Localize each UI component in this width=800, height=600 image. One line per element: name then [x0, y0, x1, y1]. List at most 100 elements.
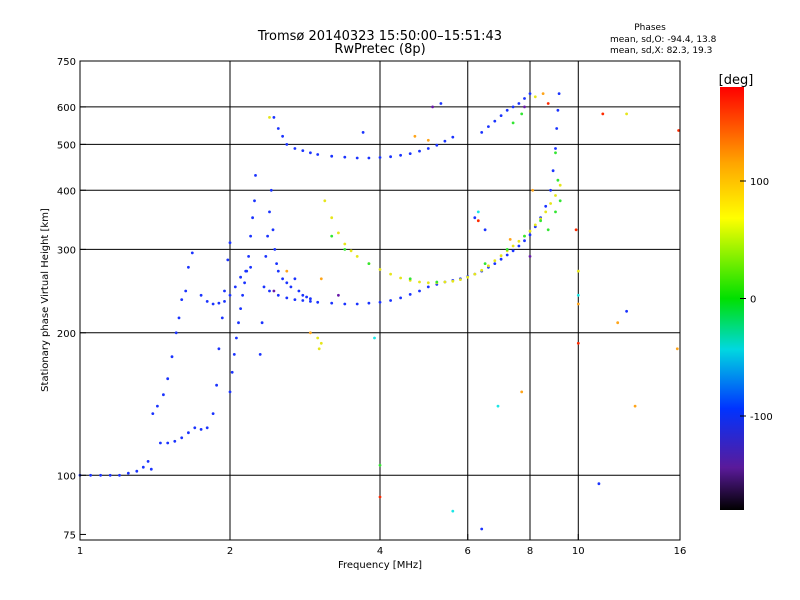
- data-point: [281, 134, 284, 138]
- data-point: [217, 347, 221, 351]
- data-point: [439, 102, 443, 105]
- data-point: [316, 153, 320, 156]
- data-point: [554, 151, 557, 155]
- data-point: [126, 471, 130, 475]
- data-point: [520, 112, 524, 116]
- data-point: [235, 336, 238, 340]
- data-point: [262, 285, 266, 289]
- data-point: [187, 431, 190, 435]
- data-point: [451, 279, 455, 283]
- data-point: [517, 244, 521, 248]
- data-point: [551, 169, 555, 173]
- data-point: [378, 300, 382, 304]
- data-point: [480, 268, 484, 272]
- data-point: [533, 223, 537, 227]
- data-point: [245, 269, 249, 273]
- data-point: [378, 495, 382, 499]
- colorbar-tick-label: -100: [750, 412, 773, 423]
- data-point: [337, 231, 340, 235]
- chart-title: Tromsø 20140323 15:50:00–15:51:43: [257, 29, 502, 44]
- data-point: [247, 255, 251, 258]
- data-point: [533, 95, 537, 99]
- data-point: [493, 259, 497, 263]
- data-point: [408, 293, 412, 296]
- stats-heading: Phases: [634, 23, 666, 33]
- data-point: [319, 277, 323, 281]
- data-point: [544, 204, 548, 208]
- x-tick-label: 6: [465, 546, 471, 557]
- data-point: [378, 463, 382, 467]
- data-point: [496, 404, 500, 408]
- data-point: [476, 210, 480, 214]
- data-point: [217, 301, 221, 305]
- data-point: [309, 300, 312, 303]
- data-point: [675, 347, 679, 351]
- data-point: [435, 143, 439, 147]
- data-point: [330, 154, 334, 158]
- data-point: [293, 298, 297, 301]
- data-point: [558, 183, 562, 187]
- data-point: [435, 280, 439, 284]
- data-point: [180, 298, 184, 301]
- chart-subtitle: RwPretec (8p): [334, 42, 425, 57]
- data-point: [625, 309, 628, 313]
- grid-lines: [80, 61, 680, 540]
- data-point: [337, 293, 340, 297]
- data-point: [426, 285, 430, 289]
- data-point: [576, 293, 580, 297]
- data-point: [330, 234, 334, 238]
- data-point: [233, 285, 237, 289]
- y-tick-label: 75: [63, 530, 76, 541]
- phase-stats: Phases mean, sd,O: -94.4, 13.8 mean, sd,…: [610, 23, 717, 56]
- data-point: [451, 135, 455, 139]
- data-point: [487, 264, 490, 268]
- data-point: [275, 262, 278, 265]
- data-point: [317, 347, 321, 351]
- stats-x-mode: mean, sd,X: 82.3, 19.3: [610, 46, 712, 56]
- data-point: [541, 92, 545, 95]
- stats-o-mode: mean, sd,O: -94.4, 13.8: [610, 35, 717, 45]
- data-point: [633, 404, 637, 408]
- y-tick-label: 100: [57, 471, 76, 482]
- data-point: [243, 281, 247, 285]
- data-point: [555, 127, 559, 130]
- y-tick-label: 200: [57, 329, 76, 340]
- x-tick-label: 1: [77, 546, 83, 557]
- data-point: [413, 134, 417, 138]
- data-point: [230, 370, 234, 374]
- data-point: [528, 255, 532, 258]
- data-point: [556, 178, 560, 182]
- data-points: [78, 92, 680, 531]
- data-point: [254, 174, 257, 177]
- data-point: [511, 244, 515, 248]
- data-point: [523, 239, 526, 243]
- data-point: [223, 289, 226, 293]
- y-tick-label: 500: [57, 140, 76, 151]
- data-point: [556, 108, 560, 112]
- data-point: [451, 509, 455, 513]
- x-tick-label: 10: [572, 546, 585, 557]
- data-point: [285, 281, 289, 285]
- data-point: [431, 105, 434, 109]
- data-point: [239, 275, 243, 279]
- data-point: [499, 254, 503, 258]
- data-point: [180, 436, 184, 440]
- data-point: [505, 253, 509, 257]
- data-point: [330, 216, 334, 220]
- data-point: [367, 262, 371, 265]
- data-point: [268, 210, 271, 214]
- data-point: [499, 114, 503, 117]
- data-point: [576, 341, 580, 345]
- data-point: [408, 277, 412, 281]
- data-point: [505, 108, 509, 112]
- data-point: [251, 216, 255, 220]
- data-point: [517, 102, 521, 105]
- data-point: [215, 383, 219, 387]
- data-point: [373, 336, 376, 340]
- data-point: [349, 249, 353, 253]
- data-point: [493, 262, 497, 265]
- data-point: [523, 97, 526, 100]
- data-point: [523, 234, 526, 238]
- data-point: [276, 127, 280, 130]
- data-point: [483, 262, 487, 265]
